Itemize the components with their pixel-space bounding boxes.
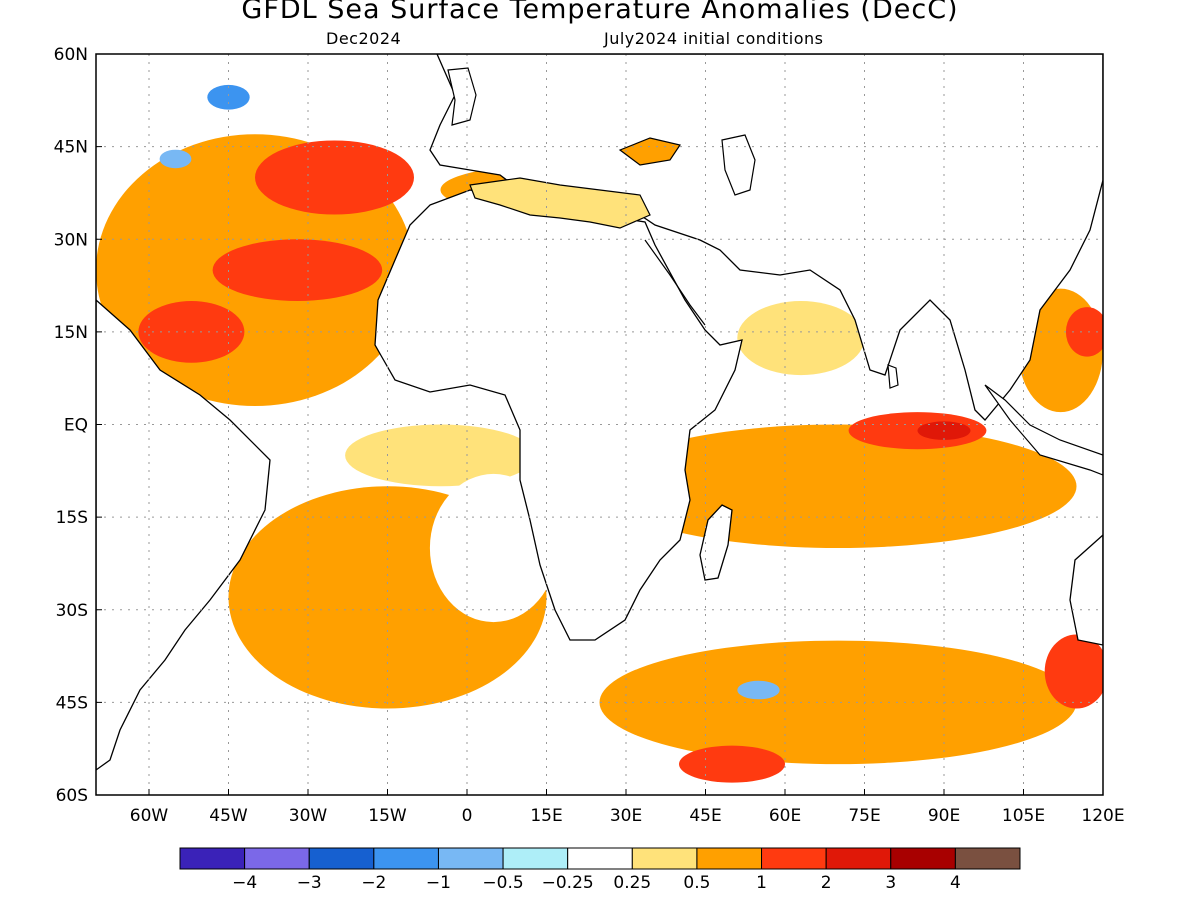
colorbar-label: 0.25 — [613, 873, 651, 893]
y-tick-label: 15S — [56, 508, 88, 528]
latitude-axis: 60N 45N 30N 15N EQ 15S 30S 45S 60S — [54, 45, 102, 806]
anomaly-region — [599, 640, 1077, 765]
anomaly-region — [1065, 307, 1103, 357]
colorbar-label: −0.5 — [482, 873, 523, 893]
x-tick-label: 60W — [130, 806, 169, 826]
x-tick-label: 0 — [462, 806, 473, 826]
colorbar-label: −0.25 — [542, 873, 594, 893]
x-tick-label: 30W — [289, 806, 328, 826]
x-tick-label: 120E — [1081, 806, 1124, 826]
map-gridlines — [96, 54, 1103, 795]
x-tick-label: 15E — [530, 806, 562, 826]
colorbar-label: −1 — [426, 873, 451, 893]
y-tick-label: 30S — [56, 601, 88, 621]
colorbar-label: 4 — [950, 873, 961, 893]
x-tick-label: 15W — [368, 806, 407, 826]
colorbar-swatch — [825, 847, 892, 870]
red-sea-line — [644, 239, 706, 326]
caspian-sea — [721, 134, 756, 196]
colorbar-legend: −4 −3 −2 −1 −0.5 −0.25 0.25 0.5 1 2 3 4 — [179, 847, 1021, 893]
indonesia-islands — [984, 384, 1103, 476]
colorbar-label: 3 — [885, 873, 896, 893]
colorbar-swatch — [890, 847, 956, 870]
colorbar-label: 0.5 — [683, 873, 710, 893]
colorbar-swatch — [437, 847, 504, 870]
x-tick-label: 30E — [610, 806, 642, 826]
colorbar-swatch — [761, 847, 827, 870]
anomaly-region — [207, 84, 250, 110]
anomaly-region — [679, 745, 785, 783]
y-tick-label: 60N — [54, 45, 88, 65]
colorbar-swatch — [631, 847, 698, 870]
x-tick-label: 75E — [848, 806, 880, 826]
australia-landmass — [1069, 534, 1103, 646]
colorbar-swatch — [308, 847, 375, 870]
anomaly-region — [429, 473, 558, 623]
y-tick-label: 45S — [56, 693, 88, 713]
x-tick-label: 60E — [769, 806, 801, 826]
sri-lanka — [887, 364, 899, 389]
black-sea — [618, 137, 681, 166]
y-tick-label: 60S — [56, 786, 88, 806]
colorbar-label: −4 — [232, 873, 257, 893]
colorbar-label: 2 — [821, 873, 832, 893]
colorbar-swatch — [244, 847, 310, 870]
colorbar-swatch — [373, 847, 439, 870]
madagascar-landmass — [699, 504, 733, 581]
anomaly-field — [96, 84, 1103, 783]
great-britain — [447, 67, 477, 126]
anomaly-region — [737, 680, 780, 700]
longitude-axis: 60W 45W 30W 15W 0 15E 30E 45E 60E 75E 90E 105E 120E — [130, 789, 1125, 826]
anomaly-region — [212, 239, 383, 301]
x-tick-label: 105E — [1002, 806, 1045, 826]
y-tick-label: EQ — [64, 416, 88, 436]
y-tick-label: 45N — [54, 138, 88, 158]
colorbar-swatch — [502, 847, 569, 870]
map-title: GFDL Sea Surface Temperature Anomalies (… — [241, 0, 959, 25]
anomaly-region — [737, 301, 865, 376]
y-tick-label: 30N — [54, 230, 88, 250]
colorbar-swatch — [954, 847, 1021, 870]
anomaly-region — [255, 140, 414, 215]
anomaly-region — [138, 301, 245, 363]
anomaly-region — [159, 149, 192, 169]
colorbar-swatch — [696, 847, 763, 870]
x-tick-label: 45W — [209, 806, 248, 826]
anomaly-region — [345, 424, 536, 487]
americas-landmass — [96, 299, 271, 771]
mediterranean-sea — [469, 177, 651, 229]
initial-conditions-label: July2024 initial conditions — [604, 29, 824, 48]
colorbar-swatch — [567, 847, 633, 870]
colorbar-label: −2 — [361, 873, 386, 893]
eurasia-landmass — [429, 54, 1103, 421]
anomaly-region — [1044, 634, 1103, 709]
y-tick-label: 15N — [54, 323, 88, 343]
colorbar-label: 1 — [756, 873, 767, 893]
x-tick-label: 45E — [689, 806, 721, 826]
x-tick-label: 90E — [928, 806, 960, 826]
colorbar-label: −3 — [297, 873, 322, 893]
colorbar-swatch — [179, 847, 246, 870]
forecast-month: Dec2024 — [326, 29, 402, 48]
